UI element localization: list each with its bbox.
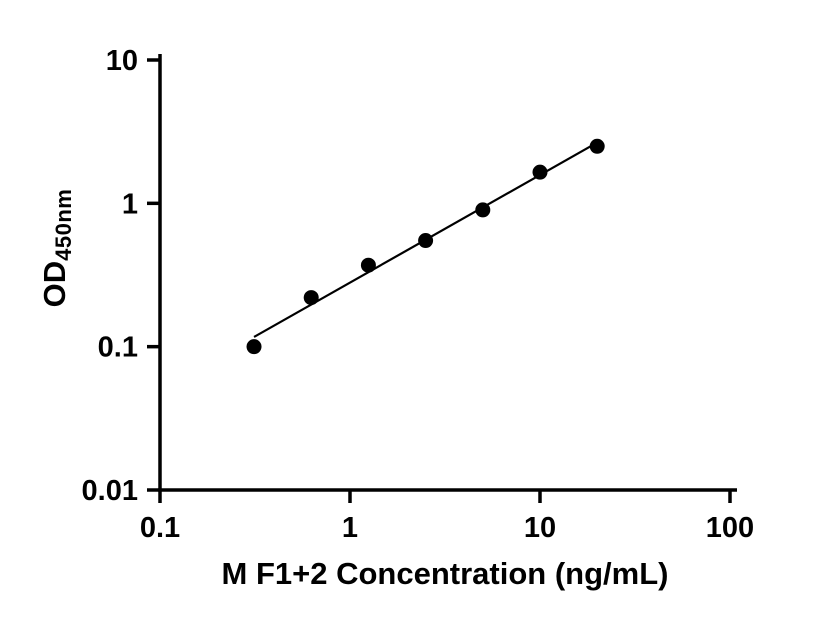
y-axis-title-main: OD [37,260,72,308]
data-point [246,339,262,355]
x-axis-title: M F1+2 Concentration (ng/mL) [221,556,669,591]
data-point [303,290,319,306]
x-tick-label: 1 [342,512,358,544]
y-axis-title-subscript: 450nm [51,188,77,261]
x-tick-label: 100 [706,512,754,544]
y-tick-label: 10 [106,45,138,77]
data-point [589,138,605,154]
data-point [418,233,434,249]
x-tick-label: 0.1 [140,512,180,544]
data-point [475,202,491,218]
data-point [360,257,376,273]
y-tick-label: 0.1 [98,332,138,364]
x-tick-label: 10 [524,512,556,544]
y-axis-title: OD450nm [37,98,77,398]
data-point [532,164,548,180]
y-tick-label: 0.01 [82,475,138,507]
y-tick-label: 1 [122,188,138,220]
